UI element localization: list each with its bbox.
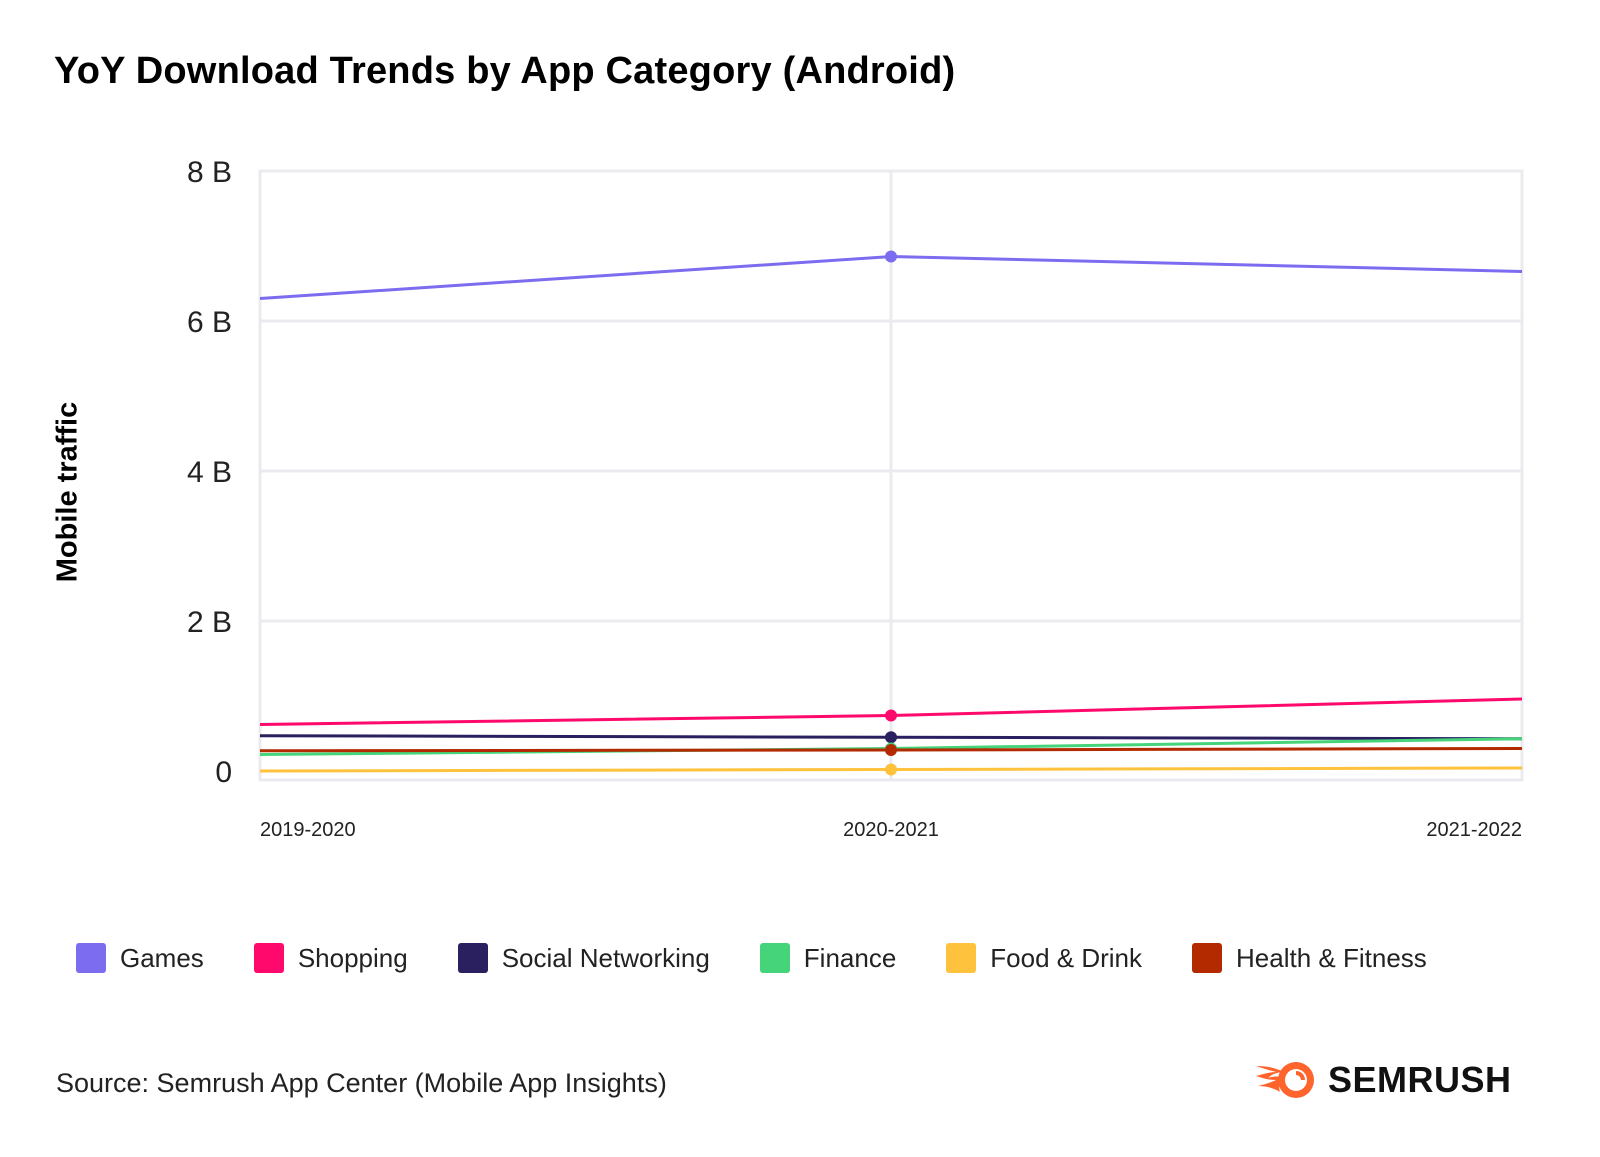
x-ticks: 2019-2020 2020-2021 2021-2022	[260, 819, 1522, 841]
legend-swatch	[759, 943, 790, 973]
brand-logo: SEMRUSH	[1254, 1058, 1512, 1102]
legend-item: Social Networking	[457, 942, 710, 974]
data-point-games	[885, 250, 897, 263]
legend-swatch	[253, 943, 284, 973]
legend-item: Health & Fitness	[1192, 943, 1427, 974]
legend-swatch	[946, 943, 977, 973]
brand-name: SEMRUSH	[1328, 1059, 1512, 1100]
line-chart: 0 2 B 4 B 6 B 8 B 2019-2020 2020-2021 2021-202…	[187, 156, 1524, 841]
y-tick-label: 0	[215, 756, 232, 789]
legend-swatch	[457, 943, 488, 973]
legend-label: Social Networking	[501, 942, 710, 973]
series	[259, 250, 1523, 776]
x-tick-label: 2019-2020	[260, 819, 356, 841]
x-tick-label: 2021-2022	[1426, 819, 1522, 841]
y-tick-label: 4 B	[187, 456, 232, 489]
y-tick-label: 2 B	[187, 606, 232, 639]
data-point-health-fitness	[885, 744, 897, 756]
legend-label: Food & Drink	[990, 942, 1143, 973]
legend-item: Food & Drink	[946, 943, 1142, 974]
legend-item: Games	[76, 943, 204, 974]
data-point-shopping	[885, 709, 897, 722]
legend-label: Health & Fitness	[1236, 942, 1427, 973]
data-point-social-networking	[885, 731, 897, 744]
semrush-fire-icon	[1256, 1062, 1314, 1098]
data-point-food-drink	[885, 763, 897, 776]
x-tick-label: 2020-2021	[843, 819, 939, 841]
legend-label: Shopping	[297, 942, 408, 973]
y-tick-label: 8 B	[187, 156, 232, 189]
grid	[258, 169, 1524, 782]
legend-label: Finance	[803, 942, 897, 973]
legend-item: Shopping	[253, 942, 408, 974]
legend-item: Finance	[759, 942, 897, 974]
y-ticks: 0 2 B 4 B 6 B 8 B	[187, 156, 232, 789]
source-note: Source: Semrush App Center (Mobile App I…	[56, 1068, 667, 1098]
legend-label: Games	[120, 942, 204, 973]
chart-title: YoY Download Trends by App Category (And…	[54, 50, 956, 92]
legend: Games Shopping Social Networking Finance Foo…	[76, 938, 1477, 978]
legend-swatch	[76, 943, 106, 973]
legend-swatch	[1192, 943, 1223, 973]
y-tick-label: 6 B	[187, 306, 232, 339]
